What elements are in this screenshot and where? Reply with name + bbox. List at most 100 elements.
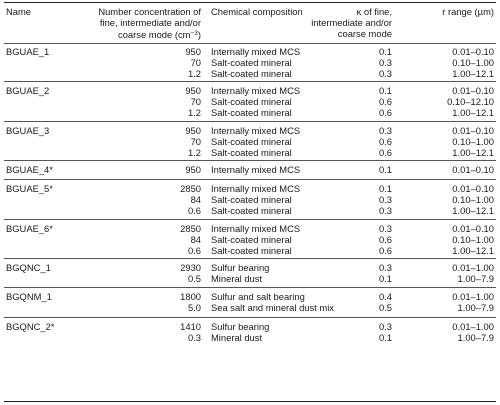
row-name: BGQNM_1 (6, 291, 52, 302)
chemical-composition: Mineral dust (211, 273, 263, 285)
kappa-value: 0.6 (378, 147, 392, 159)
row-name: BGUAE_4* (6, 164, 53, 175)
header-kappa-line3: coarse mode (337, 28, 392, 40)
r-range: 0.01–0.10 (452, 164, 494, 175)
number-concentration: 1.2 (187, 68, 201, 80)
kappa-value: 0.1 (378, 273, 392, 285)
chemical-composition: Salt-coated mineral (211, 68, 292, 80)
kappa-value: 0.6 (378, 96, 392, 108)
top-rule (4, 2, 496, 3)
bottom-rule (4, 401, 496, 402)
r-range: 0.10–1.00 (452, 136, 494, 148)
r-range: 0.01–0.10 (452, 85, 494, 96)
chemical-composition: Salt-coated mineral (211, 96, 292, 108)
header-kappa-line2: intermediate and/or (311, 17, 392, 29)
row-name: BGUAE_1 (6, 46, 50, 57)
number-concentration: 950 (185, 125, 201, 136)
number-concentration: 0.3 (187, 332, 201, 344)
kappa-value: 0.6 (378, 136, 392, 148)
header-kappa-line1: κ of fine, (356, 6, 392, 17)
chemical-composition: Salt-coated mineral (211, 136, 292, 148)
kappa-value: 0.1 (378, 85, 392, 96)
r-range: 0.10–1.00 (452, 57, 494, 69)
r-range: 0.01–1.00 (452, 321, 494, 332)
r-range: 0.10–1.00 (452, 234, 494, 246)
number-concentration: 1.2 (187, 147, 201, 159)
header-number-line3-text: coarse mode (cm (118, 29, 191, 41)
row-name: BGUAE_6* (6, 223, 53, 234)
chemical-composition: Sea salt and mineral dust mix (211, 302, 334, 314)
chemical-composition: Salt-coated mineral (211, 57, 292, 69)
chemical-composition: Salt-coated mineral (211, 245, 292, 257)
r-range: 1.00–7.9 (457, 332, 495, 344)
kappa-value: 0.1 (378, 164, 392, 175)
group-divider (4, 317, 496, 318)
group-divider (4, 258, 496, 259)
chemical-composition: Sulfur bearing (211, 262, 270, 273)
number-concentration: 84 (190, 234, 201, 246)
kappa-value: 0.3 (378, 321, 392, 332)
header-rule (4, 43, 496, 44)
kappa-value: 0.3 (378, 205, 392, 217)
r-range: 1.00–7.9 (457, 302, 495, 314)
row-name: BGUAE_2 (6, 85, 50, 96)
chemical-composition: Internally mixed MCS (211, 46, 301, 57)
number-concentration: 0.5 (187, 273, 201, 285)
chemical-composition: Internally mixed MCS (211, 85, 301, 96)
number-concentration: 950 (185, 164, 201, 175)
chemical-composition: Mineral dust (211, 332, 263, 344)
r-range: 0.01–1.00 (452, 291, 494, 302)
r-range: 1.00–12.1 (452, 205, 494, 217)
group-divider (4, 219, 496, 220)
kappa-value: 0.1 (378, 183, 392, 194)
chemical-composition: Salt-coated mineral (211, 234, 292, 246)
r-range: 1.00–12.1 (452, 107, 494, 119)
header-name: Name (6, 6, 32, 17)
chemical-composition: Sulfur and salt bearing (211, 291, 305, 302)
r-range: 1.00–12.1 (452, 147, 494, 159)
r-range: 0.01–0.10 (452, 223, 494, 234)
chemical-composition: Salt-coated mineral (211, 147, 292, 159)
number-concentration: 2850 (180, 223, 201, 234)
number-concentration: 950 (185, 85, 201, 96)
number-concentration: 2850 (180, 183, 201, 194)
header-number: Number concentration of fine, intermedia… (98, 6, 201, 41)
group-divider (4, 179, 496, 180)
number-concentration: 1410 (180, 321, 201, 332)
kappa-value: 0.1 (378, 332, 392, 344)
number-concentration: 70 (190, 136, 201, 148)
number-concentration: 0.6 (187, 205, 201, 217)
kappa-value: 0.3 (378, 57, 392, 69)
header-number-line1: Number concentration of (98, 6, 201, 17)
chemical-composition: Salt-coated mineral (211, 205, 292, 217)
chemical-composition: Internally mixed MCS (211, 223, 301, 234)
r-range: 0.01–0.10 (452, 46, 494, 57)
r-range: 1.00–12.1 (452, 245, 494, 257)
group-divider (4, 160, 496, 161)
kappa-value: 0.6 (378, 107, 392, 119)
chemical-composition: Internally mixed MCS (211, 183, 301, 194)
chemical-composition: Sulfur bearing (211, 321, 270, 332)
kappa-value: 0.3 (378, 223, 392, 234)
header-number-line2: fine, intermediate and/or (99, 17, 201, 29)
header-number-line3: coarse mode (cm−3) (98, 28, 201, 40)
group-divider (4, 121, 496, 122)
r-range: 1.00–12.1 (452, 68, 494, 80)
header-kappa: κ of fine, intermediate and/or coarse mo… (311, 6, 392, 40)
group-divider (4, 81, 496, 82)
r-range: 0.01–1.00 (452, 262, 494, 273)
row-name: BGQNC_2* (6, 321, 55, 332)
r-range: 0.10–1.00 (452, 194, 494, 206)
r-range: 1.00–7.9 (457, 273, 495, 285)
kappa-value: 0.3 (378, 262, 392, 273)
kappa-value: 0.4 (378, 291, 392, 302)
number-concentration: 950 (185, 46, 201, 57)
row-name: BGUAE_5* (6, 183, 53, 194)
kappa-value: 0.3 (378, 68, 392, 80)
r-range: 0.01–0.10 (452, 125, 494, 136)
kappa-value: 0.6 (378, 234, 392, 246)
r-range: 0.10–12.10 (447, 96, 494, 108)
number-concentration: 2930 (180, 262, 201, 273)
header-composition: Chemical composition (211, 6, 303, 17)
